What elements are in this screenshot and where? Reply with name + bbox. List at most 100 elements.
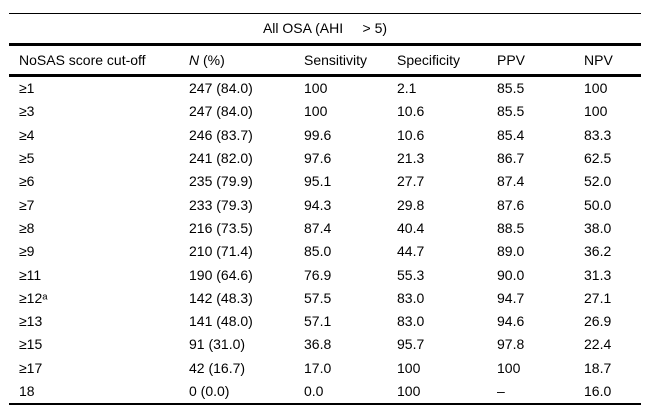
table-cell: 100 [584, 103, 608, 120]
table-cell: 94.7 [497, 289, 525, 306]
table-title: All OSA (AHI > 5) [262, 20, 388, 37]
column-header-0: NoSAS score cut-off [9, 52, 179, 68]
table-cell: ≥4 [19, 126, 35, 143]
table-cell: 10.6 [397, 103, 425, 120]
table-cell: 87.4 [497, 173, 525, 190]
table-header-row: NoSAS score cut-off N (%) Sensitivity Speci… [9, 46, 641, 77]
table-cell: 17.0 [304, 359, 332, 376]
table-cell: 90.0 [497, 266, 525, 283]
table-cell: 27.1 [584, 289, 612, 306]
table-cell: 100 [397, 359, 421, 376]
table-row: ≥6 235 (79.9) 95.1 27.7 87.4 52.0 [9, 170, 641, 193]
table-cell: 55.3 [397, 266, 425, 283]
column-header-2: Sensitivity [294, 52, 387, 68]
table-cell: ≥9 [19, 243, 35, 260]
column-header-label: (%) [199, 51, 225, 68]
table-cell: 97.8 [497, 336, 525, 353]
table-cell: 10.6 [397, 126, 425, 143]
table-cell: ≥15 [19, 336, 43, 353]
table-cell: 141 (48.0) [189, 313, 253, 330]
table-cell: ≥11 [19, 266, 42, 283]
osa-statistics-table: All OSA (AHI > 5) NoSAS score cut-off N (… [9, 13, 641, 405]
table-cell: 100 [304, 103, 328, 120]
table-cell: 190 (64.6) [189, 266, 253, 283]
table-cell: 57.1 [304, 313, 332, 330]
table-cell: 36.2 [584, 243, 612, 260]
table-cell: ≥3 [19, 103, 35, 120]
table-cell: 57.5 [304, 289, 332, 306]
table-cell: 94.3 [304, 196, 332, 213]
table-row: ≥15 91 (31.0) 36.8 95.7 97.8 22.4 [9, 333, 641, 356]
table-cell: 88.5 [497, 219, 525, 236]
table-cell: 36.8 [304, 336, 332, 353]
table-cell: 31.3 [584, 266, 612, 283]
table-cell: 100 [304, 80, 328, 97]
table-cell: ≥13 [19, 313, 43, 330]
column-header-4: PPV [487, 52, 574, 68]
table-cell: 216 (73.5) [189, 219, 253, 236]
table-row: ≥11 190 (64.6) 76.9 55.3 90.0 31.3 [9, 263, 641, 286]
table-cell: 247 (84.0) [189, 80, 253, 97]
table-cell: 62.5 [584, 150, 612, 167]
table-cell: 85.5 [497, 103, 525, 120]
table-row: ≥8 216 (73.5) 87.4 40.4 88.5 38.0 [9, 216, 641, 239]
table-cell: – [497, 383, 505, 399]
table-row: ≥17 42 (16.7) 17.0 100 100 18.7 [9, 356, 641, 379]
column-header-label: PPV [497, 51, 526, 68]
table-cell: 42 (16.7) [189, 359, 246, 376]
column-header-label: Specificity [397, 51, 461, 68]
table-cell: 18.7 [584, 359, 612, 376]
column-header-label: NoSAS score cut-off [19, 51, 146, 68]
column-header-label: Sensitivity [304, 51, 368, 68]
table-cell: 233 (79.3) [189, 196, 253, 213]
table-cell: 85.0 [304, 243, 332, 260]
table-cell: 26.9 [584, 313, 612, 330]
table-cell: 100 [584, 80, 608, 97]
table-row: ≥4 246 (83.7) 99.6 10.6 85.4 83.3 [9, 123, 641, 146]
table-cell: 50.0 [584, 196, 612, 213]
table-cell: ≥1 [19, 80, 35, 97]
table-cell: 40.4 [397, 219, 425, 236]
table-cell: 95.1 [304, 173, 332, 190]
table-cell: 246 (83.7) [189, 126, 253, 143]
table-row: ≥1 247 (84.0) 100 2.1 85.5 100 [9, 77, 641, 100]
table-body: ≥1 247 (84.0) 100 2.1 85.5 100 ≥3 247 (84.0) 100… [9, 77, 641, 405]
table-cell: ≥6 [19, 173, 35, 190]
table-cell: 94.6 [497, 313, 525, 330]
table-cell: 29.8 [397, 196, 425, 213]
column-header-3: Specificity [387, 52, 487, 68]
table-cell: 0 (0.0) [189, 383, 230, 399]
table-cell: 0.0 [304, 383, 324, 399]
table-cell: 100 [497, 359, 521, 376]
table-cell: 44.7 [397, 243, 425, 260]
table-row: 18 0 (0.0) 0.0 100 – 16.0 [9, 379, 641, 402]
table-cell: 18 [19, 383, 35, 399]
table-cell: ≥17 [19, 359, 43, 376]
table-cell: 83.0 [397, 313, 425, 330]
table-cell: 52.0 [584, 173, 612, 190]
table-cell: 100 [397, 383, 421, 399]
table-cell: 16.0 [584, 383, 612, 399]
table-cell: 99.6 [304, 126, 332, 143]
table-cell: ≥5 [19, 150, 35, 167]
table-cell: 21.3 [397, 150, 425, 167]
table-row: ≥5 241 (82.0) 97.6 21.3 86.7 62.5 [9, 146, 641, 169]
table-cell: 22.4 [584, 336, 612, 353]
table-cell: ≥7 [19, 196, 35, 213]
table-cell: 87.6 [497, 196, 525, 213]
table-cell: 85.5 [497, 80, 525, 97]
column-header-italic-prefix: N [189, 51, 200, 68]
table-cell: 2.1 [397, 80, 417, 97]
table-cell: ≥12ᵃ [19, 289, 48, 306]
table-cell: 95.7 [397, 336, 425, 353]
table-row: ≥9 210 (71.4) 85.0 44.7 89.0 36.2 [9, 240, 641, 263]
table-cell: 83.0 [397, 289, 425, 306]
table-cell: 89.0 [497, 243, 525, 260]
table-row: ≥12ᵃ 142 (48.3) 57.5 83.0 94.7 27.1 [9, 286, 641, 309]
table-cell: 235 (79.9) [189, 173, 253, 190]
table-cell: 83.3 [584, 126, 612, 143]
column-header-label: NPV [584, 51, 613, 68]
column-header-5: NPV [574, 52, 641, 68]
table-cell: 76.9 [304, 266, 332, 283]
